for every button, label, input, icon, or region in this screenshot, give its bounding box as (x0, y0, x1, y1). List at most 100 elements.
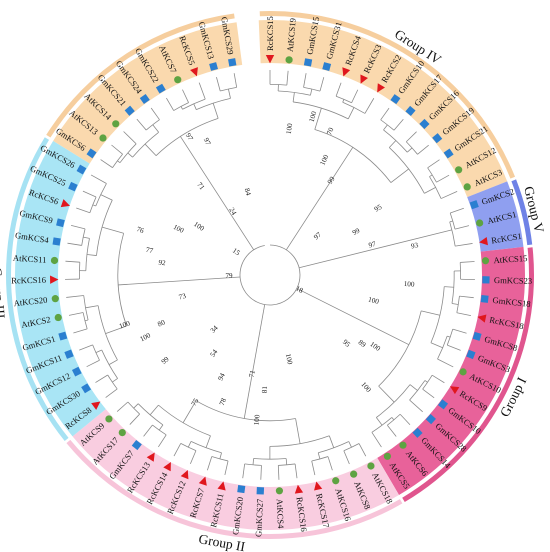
branch (449, 220, 453, 223)
bootstrap-value: 100 (118, 319, 131, 330)
branch (409, 384, 418, 391)
bootstrap-value: 100 (359, 380, 372, 394)
branch (383, 124, 388, 131)
branch (452, 328, 467, 334)
branch (252, 458, 255, 465)
triangle-marker-icon (479, 237, 488, 246)
branch (76, 207, 90, 214)
square-marker-icon (405, 105, 416, 117)
square-marker-icon (68, 181, 78, 192)
branch (387, 424, 397, 437)
square-marker-icon (256, 487, 265, 495)
square-marker-icon (390, 94, 401, 105)
branch (421, 310, 440, 316)
bootstrap-value: 100 (308, 110, 319, 123)
branch (182, 400, 197, 423)
branch (295, 418, 301, 444)
branch-arc (456, 296, 460, 313)
branch-arc (449, 221, 456, 247)
circle-marker-icon (481, 257, 490, 265)
branch (422, 388, 435, 399)
branch (285, 458, 288, 465)
branch (190, 450, 197, 465)
circle-marker-icon (99, 134, 107, 142)
branch (303, 73, 307, 88)
branch (348, 441, 352, 448)
square-marker-icon (480, 294, 489, 303)
branch (144, 143, 157, 156)
branch (389, 140, 397, 148)
group-band-V-1 (511, 179, 533, 246)
branch (342, 99, 345, 103)
branch (105, 325, 127, 334)
branch (149, 404, 159, 416)
bootstrap-value: 100 (403, 280, 415, 289)
branch (417, 144, 429, 155)
branch (391, 417, 395, 421)
square-marker-icon (52, 237, 61, 246)
branch (67, 242, 82, 246)
branch (450, 207, 464, 214)
branch-arc (318, 441, 349, 454)
branch (286, 70, 289, 86)
branch (430, 342, 443, 349)
branch (233, 73, 238, 88)
square-marker-icon (419, 118, 430, 130)
branch-arc (378, 310, 422, 387)
branch (317, 452, 321, 460)
leaf-label: RcKCS16 (11, 275, 47, 286)
branch (460, 261, 475, 263)
triangle-marker-icon (217, 481, 226, 491)
branch (455, 243, 473, 247)
branch (86, 254, 97, 256)
branch (100, 159, 113, 168)
bootstrap-value: 24 (227, 206, 238, 217)
branch (100, 194, 113, 201)
branch (451, 303, 459, 305)
square-marker-icon (155, 83, 166, 94)
bootstrap-value: 54 (209, 348, 220, 359)
branch (182, 89, 189, 103)
bootstrap-value: 76 (135, 225, 145, 235)
bootstrap-value: 97 (202, 137, 212, 147)
triangle-marker-icon (190, 67, 198, 77)
branch (193, 103, 197, 110)
branch (292, 92, 295, 102)
bootstrap-value: 75 (190, 397, 201, 408)
bootstrap-value: 78 (218, 397, 228, 407)
bootstrap-value: 100 (284, 353, 294, 366)
bootstrap-value: 100 (319, 153, 331, 167)
clade-stem (243, 304, 266, 419)
triangle-marker-icon (180, 469, 189, 480)
square-marker-icon (81, 383, 92, 394)
bootstrap-value: 71 (248, 369, 257, 378)
branch-arc (437, 335, 448, 360)
square-marker-icon (71, 366, 82, 377)
circle-marker-icon (463, 183, 471, 191)
bootstrap-value: 100 (253, 414, 262, 426)
branch (409, 399, 423, 413)
bootstrap-value: 81 (261, 386, 269, 394)
square-marker-icon (131, 439, 142, 451)
branch-arc (429, 176, 442, 199)
square-marker-icon (466, 349, 476, 360)
branch (73, 328, 88, 334)
branch (376, 417, 383, 426)
branch (378, 385, 395, 403)
branch (158, 424, 164, 431)
branch (319, 77, 325, 92)
branch (101, 226, 124, 234)
bootstrap-value: 79 (225, 272, 233, 280)
branch-arc (451, 270, 455, 304)
branch (407, 147, 413, 153)
branch (212, 103, 219, 119)
square-marker-icon (437, 399, 449, 410)
square-marker-icon (303, 58, 313, 67)
clade-stem (299, 229, 452, 269)
branch (83, 236, 90, 239)
bootstrap-value: 100 (172, 223, 186, 235)
branch-arc (383, 129, 408, 153)
leaf-label: GmKCS23 (494, 275, 532, 286)
